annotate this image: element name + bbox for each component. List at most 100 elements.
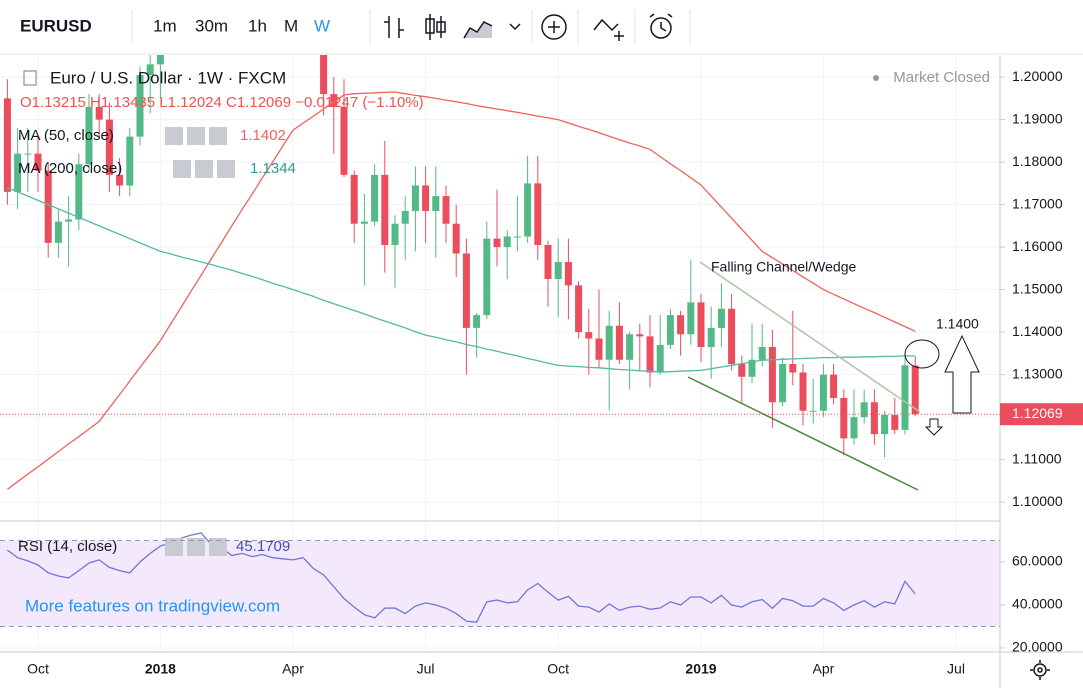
candle-body	[360, 221, 368, 224]
legend-value: 1.1402	[240, 127, 286, 144]
y-tick-label: 1.10000	[1012, 493, 1063, 509]
candle-body	[646, 336, 654, 373]
interval[interactable]: 1h	[248, 16, 267, 35]
y-tick-label: 1.19000	[1012, 110, 1063, 126]
legend-entry: MA (200, close)	[18, 160, 122, 177]
candle-body	[687, 302, 695, 335]
y-tick-label: 1.20000	[1012, 68, 1063, 84]
candle-body	[728, 308, 736, 365]
y-tick-label: 1.18000	[1012, 153, 1063, 169]
candle-body	[819, 374, 827, 411]
candle-body	[615, 325, 623, 360]
candle-body	[34, 153, 42, 171]
compare-icon[interactable]	[593, 18, 624, 41]
candle-body	[75, 164, 83, 220]
candle-body	[768, 347, 776, 403]
candle-body	[340, 106, 348, 175]
interval[interactable]: 30m	[195, 16, 228, 35]
legend-icons[interactable]	[165, 127, 227, 145]
y-tick-label: 20.0000	[1012, 639, 1063, 655]
interval[interactable]: 1m	[153, 16, 177, 35]
ohlc-values: O1.13215 H1.13435 L1.12024 C1.12069 −0.0…	[20, 94, 424, 111]
symbol-title: Euro / U.S. Dollar · 1W · FXCM	[50, 68, 286, 87]
y-tick-label: 1.15000	[1012, 280, 1063, 296]
candle-body	[3, 98, 11, 192]
candle-body	[891, 415, 899, 430]
candle-body	[136, 74, 144, 137]
candle-body	[371, 174, 379, 222]
x-tick-label: Oct	[547, 661, 569, 677]
interval-active[interactable]: W	[314, 16, 330, 35]
candle-body	[156, 55, 164, 65]
down-arrow	[924, 418, 944, 436]
candle-body	[126, 136, 134, 186]
candle-body	[320, 55, 328, 95]
candle-body	[381, 174, 389, 245]
candle-body	[503, 236, 511, 248]
interval[interactable]: M	[284, 16, 298, 35]
channel-upper-line	[699, 261, 921, 413]
legend-icons[interactable]	[165, 538, 227, 556]
settings-icon[interactable]	[1030, 660, 1050, 680]
collapse-icon[interactable]	[23, 70, 37, 86]
x-tick-label: Jul	[417, 661, 435, 677]
candle-body	[840, 398, 848, 439]
candle-body	[707, 327, 715, 348]
up-arrow	[944, 334, 980, 414]
highlight-circle	[904, 339, 940, 369]
candle-body	[748, 359, 756, 377]
rsi-plot	[7, 532, 916, 623]
candle-body	[738, 364, 746, 377]
candle-body	[116, 174, 124, 186]
y-tick-label: 1.14000	[1012, 323, 1063, 339]
area-icon[interactable]	[463, 21, 521, 39]
candle-body	[422, 185, 430, 211]
candle-body	[870, 402, 878, 435]
x-tick-label: Oct	[27, 661, 49, 677]
last-price-label: 1.12069	[1012, 405, 1063, 421]
candle-body	[575, 285, 583, 333]
legend-icons[interactable]	[173, 160, 235, 178]
candles-icon[interactable]	[425, 14, 446, 40]
candle-body	[462, 253, 470, 328]
candle-body	[717, 308, 725, 328]
legend-value: 45.1709	[236, 538, 290, 555]
candle-body	[442, 196, 450, 224]
price-plot	[3, 55, 919, 490]
candle-body	[95, 106, 103, 120]
candle-body	[830, 374, 838, 399]
candle-body	[758, 347, 766, 360]
x-tick-label: Apr	[282, 661, 304, 677]
bars-icon[interactable]	[384, 16, 404, 38]
candle-body	[850, 417, 858, 439]
candle-body	[595, 338, 603, 360]
y-tick-label: 1.16000	[1012, 238, 1063, 254]
candle-body	[350, 174, 358, 224]
x-tick-label: 2018	[145, 661, 176, 677]
last-price-box	[1000, 403, 1083, 426]
candle-body	[534, 183, 542, 245]
candle-body	[85, 106, 93, 165]
watermark[interactable]: More features on tradingview.com	[25, 596, 280, 615]
series-line	[7, 532, 916, 623]
y-tick-label: 60.0000	[1012, 553, 1063, 569]
y-tick-label: 1.17000	[1012, 195, 1063, 211]
candle-body	[54, 221, 62, 243]
candle-body	[911, 365, 919, 415]
indicators-icon[interactable]	[541, 14, 567, 40]
candle-body	[789, 364, 797, 373]
symbol[interactable]: EURUSD	[20, 16, 92, 35]
candle-body	[605, 325, 613, 360]
channel-lower-line	[687, 376, 919, 491]
drawings: Falling Channel/Wedge 1.1400	[687, 259, 980, 491]
candle-body	[524, 183, 532, 237]
x-tick-label: 2019	[685, 661, 716, 677]
candle-body	[860, 402, 868, 418]
candle-body	[544, 244, 552, 279]
candle-body	[330, 94, 338, 107]
candle-body	[666, 315, 674, 345]
series-line	[7, 91, 916, 490]
candle-body	[493, 238, 501, 248]
alert-icon[interactable]	[649, 13, 673, 39]
candle-body	[411, 185, 419, 211]
